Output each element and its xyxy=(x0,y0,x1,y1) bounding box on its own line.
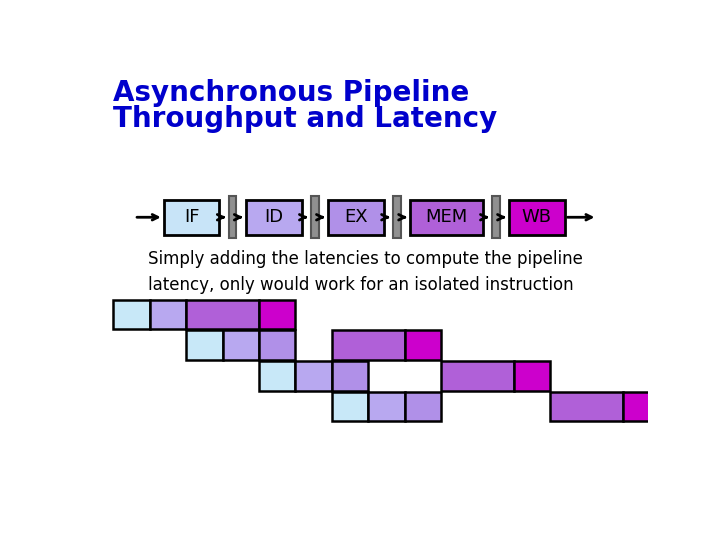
Bar xyxy=(246,200,302,235)
Bar xyxy=(311,197,319,238)
Bar xyxy=(332,392,368,421)
Text: WB: WB xyxy=(522,208,552,226)
Bar xyxy=(163,200,220,235)
Bar xyxy=(186,300,259,329)
Bar xyxy=(550,392,624,421)
Bar xyxy=(229,197,236,238)
Bar xyxy=(624,392,660,421)
Bar xyxy=(150,300,186,329)
Text: MEM: MEM xyxy=(426,208,467,226)
Bar xyxy=(259,361,295,390)
Bar xyxy=(514,361,550,390)
Bar xyxy=(441,361,514,390)
Bar xyxy=(405,330,441,360)
Bar xyxy=(509,200,564,235)
Bar xyxy=(113,300,150,329)
Bar xyxy=(492,197,500,238)
Text: Throughput and Latency: Throughput and Latency xyxy=(113,105,498,133)
Bar xyxy=(259,330,295,360)
Bar xyxy=(332,330,405,360)
Bar xyxy=(410,200,482,235)
Bar xyxy=(328,200,384,235)
Text: Simply adding the latencies to compute the pipeline
latency, only would work for: Simply adding the latencies to compute t… xyxy=(148,249,583,294)
Text: ID: ID xyxy=(264,208,283,226)
Text: Asynchronous Pipeline: Asynchronous Pipeline xyxy=(113,79,469,107)
Bar xyxy=(222,330,259,360)
Text: EX: EX xyxy=(344,208,368,226)
Bar xyxy=(259,300,295,329)
Bar xyxy=(186,330,222,360)
Bar xyxy=(368,392,405,421)
Bar xyxy=(393,197,401,238)
Bar xyxy=(332,361,368,390)
Bar xyxy=(405,392,441,421)
Text: IF: IF xyxy=(184,208,199,226)
Bar xyxy=(295,361,332,390)
